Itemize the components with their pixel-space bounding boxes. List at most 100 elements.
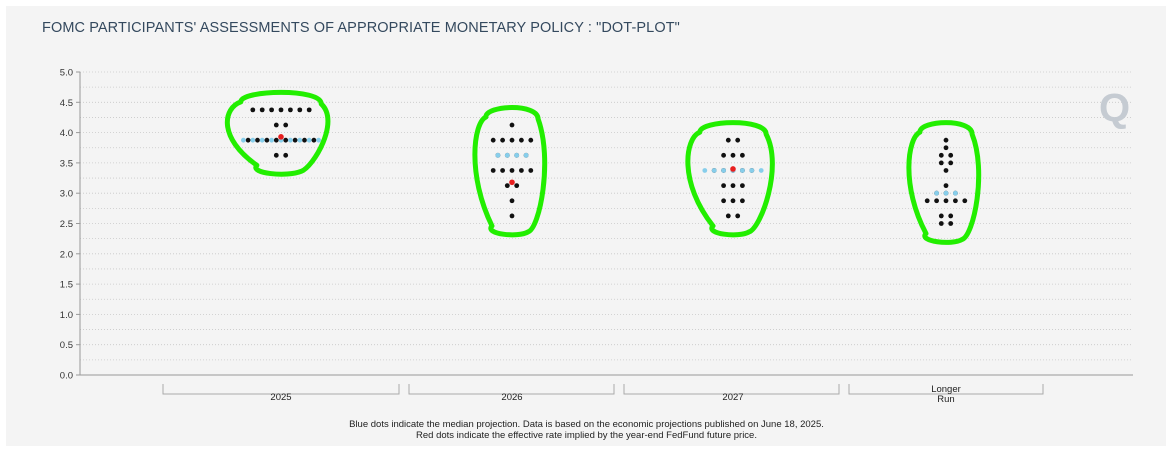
participant-dot xyxy=(938,160,944,166)
participant-dot xyxy=(255,137,260,143)
median-dot xyxy=(953,190,958,196)
participant-dot xyxy=(509,122,515,128)
median-dot xyxy=(306,137,312,143)
y-tick-label: 3.0 xyxy=(60,189,73,200)
participant-dot xyxy=(948,221,954,226)
highlight-outline xyxy=(685,120,775,238)
participant-dot xyxy=(943,183,949,189)
participant-dot xyxy=(514,183,520,189)
participant-dot xyxy=(302,137,307,143)
x-category-label: 2025 xyxy=(270,392,291,403)
participant-dot xyxy=(519,168,524,173)
participant-dot xyxy=(245,137,251,143)
participant-dot xyxy=(269,107,274,113)
participant-dot xyxy=(528,168,534,173)
median-dot xyxy=(721,168,726,173)
y-tick-label: 4.0 xyxy=(60,128,73,139)
footnote-line-1: Blue dots indicate the median projection… xyxy=(349,419,824,430)
participant-dot xyxy=(730,183,736,189)
participant-dot xyxy=(730,198,736,204)
participant-dot xyxy=(292,137,298,143)
y-tick-label: 1.0 xyxy=(60,310,73,321)
median-dot xyxy=(269,137,274,143)
median-dot xyxy=(523,152,529,158)
median-dot xyxy=(740,168,745,173)
highlight-outline xyxy=(906,120,982,245)
y-tick-label: 0.5 xyxy=(60,340,73,351)
median-dot xyxy=(702,168,708,173)
participant-dot xyxy=(500,168,505,173)
participant-dot xyxy=(297,107,303,113)
x-category-label: 2027 xyxy=(722,392,743,403)
median-dot xyxy=(934,190,939,196)
participant-dot xyxy=(273,137,279,143)
participant-dot xyxy=(721,152,726,158)
participant-dot xyxy=(730,152,736,158)
participant-dot xyxy=(948,152,954,158)
x-category-label: Run xyxy=(937,394,954,405)
y-tick-label: 1.5 xyxy=(60,280,73,291)
x-group-bracket xyxy=(623,384,840,395)
highlight-outline xyxy=(472,105,548,238)
y-tick-label: 3.5 xyxy=(60,158,73,169)
axes: 0.0 0.5 1.0 1.5 2.0 2.5 3.0 3.5 4.0 4.5 5.0 xyxy=(60,68,1133,382)
median-dot xyxy=(297,137,303,143)
participant-dot xyxy=(311,137,317,143)
participant-dot xyxy=(283,122,289,128)
participant-dot xyxy=(740,152,745,158)
futures-dot xyxy=(730,166,736,172)
participant-dot xyxy=(509,198,515,204)
participant-dot xyxy=(938,213,944,219)
participant-dot xyxy=(934,198,939,204)
participant-dot xyxy=(721,183,726,189)
participant-dot xyxy=(948,213,954,219)
watermark-logo: Q xyxy=(1099,86,1131,130)
participant-dot xyxy=(288,107,293,113)
median-dot xyxy=(758,168,764,173)
participant-dot xyxy=(509,168,515,173)
participant-dot xyxy=(264,137,270,143)
chart-title: FOMC PARTICIPANTS' ASSESSMENTS OF APPROP… xyxy=(42,20,680,36)
y-tick-label: 2.0 xyxy=(60,249,73,260)
y-tick-label: 0.0 xyxy=(60,371,73,382)
participant-dot xyxy=(740,183,745,189)
futures-dot xyxy=(278,134,284,140)
participant-dot xyxy=(283,152,289,158)
participant-dot xyxy=(735,137,741,143)
participant-dot xyxy=(519,137,524,143)
y-tick-label: 5.0 xyxy=(60,68,73,79)
participant-dot xyxy=(943,137,949,143)
median-dot xyxy=(514,152,520,158)
participant-dot xyxy=(490,137,496,143)
participant-dot xyxy=(962,198,968,204)
participant-dot xyxy=(306,107,312,113)
median-dot xyxy=(749,168,755,173)
median-dot xyxy=(943,190,949,196)
y-tick-label: 4.5 xyxy=(60,98,73,109)
participant-dot xyxy=(273,122,279,128)
y-tick-label: 2.5 xyxy=(60,219,73,230)
x-group-bracket xyxy=(408,384,615,395)
participant-dot xyxy=(250,107,256,113)
participant-dot xyxy=(500,137,505,143)
participant-dot xyxy=(735,213,741,219)
participant-dot xyxy=(509,137,515,143)
x-group-bracket xyxy=(162,384,400,395)
participant-dot xyxy=(953,198,958,204)
participant-dot xyxy=(528,137,534,143)
participant-dot xyxy=(740,198,745,204)
participant-dot xyxy=(725,213,731,219)
highlight-outline xyxy=(225,89,331,177)
participant-dot xyxy=(283,137,289,143)
futures-dot xyxy=(509,179,515,186)
participant-dot xyxy=(943,145,949,151)
median-dot xyxy=(259,137,265,143)
median-dot xyxy=(316,137,321,143)
participant-dot xyxy=(273,152,279,158)
participant-dot xyxy=(938,221,944,226)
participant-dot xyxy=(938,152,944,158)
participant-dot xyxy=(943,198,949,204)
participant-dot xyxy=(278,107,284,113)
x-category-label: Longer xyxy=(931,384,961,395)
